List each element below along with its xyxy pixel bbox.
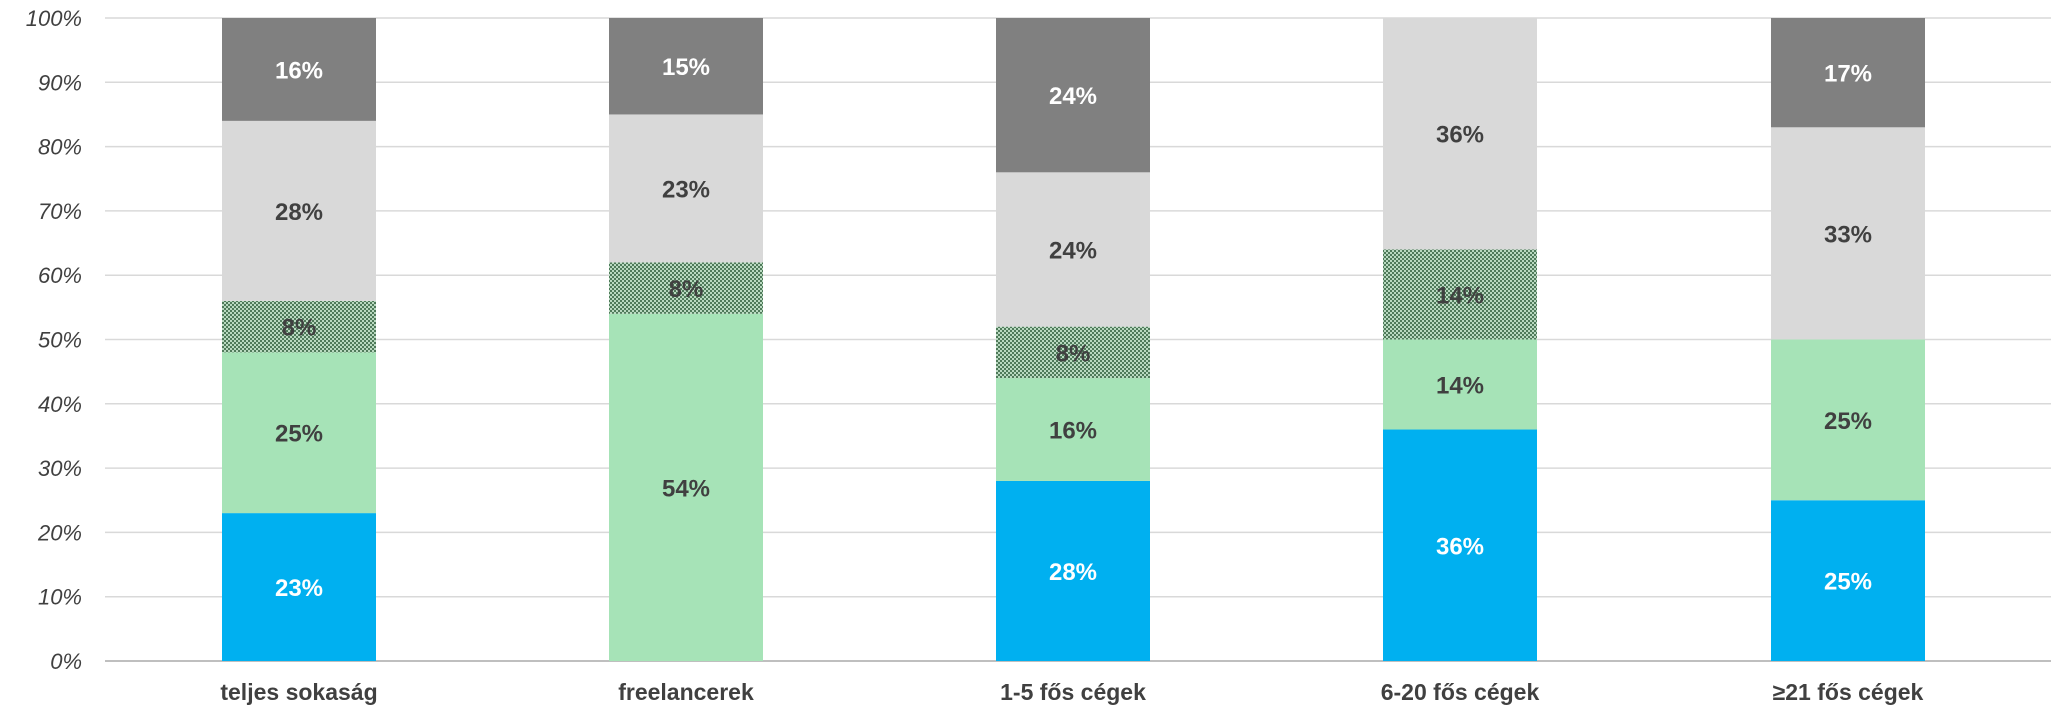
data-label: 28% <box>1049 559 1097 586</box>
data-label: 15% <box>662 54 710 81</box>
y-tick-label: 60% <box>38 263 82 288</box>
data-label: 8% <box>669 276 704 303</box>
data-label: 23% <box>662 176 710 203</box>
bar-segment <box>609 18 763 115</box>
bar-segment <box>1383 249 1537 340</box>
data-label: 33% <box>1824 221 1872 248</box>
x-tick-label: ≥21 fős cégek <box>1773 679 1924 705</box>
y-tick-label: 0% <box>50 649 82 674</box>
bar-segment <box>996 18 1150 173</box>
data-label: 36% <box>1436 533 1484 560</box>
bar-segment <box>996 480 1150 661</box>
data-label: 14% <box>1436 282 1484 309</box>
data-label: 24% <box>1049 83 1097 110</box>
bar-segment <box>996 326 1150 379</box>
x-tick-label: 6-20 fős cégek <box>1381 679 1540 705</box>
bar-segment <box>222 513 376 661</box>
data-label: 17% <box>1824 61 1872 88</box>
bar-segment <box>1771 500 1925 661</box>
data-label: 14% <box>1436 373 1484 400</box>
data-label: 54% <box>662 475 710 502</box>
bar-segment <box>222 18 376 121</box>
x-tick-label: 1-5 fős cégek <box>1000 679 1146 705</box>
bar-segment <box>1771 339 1925 501</box>
y-tick-label: 70% <box>38 199 82 224</box>
data-label: 36% <box>1436 122 1484 149</box>
y-tick-label: 80% <box>38 135 82 160</box>
data-label: 25% <box>275 421 323 448</box>
bar-segment <box>1383 429 1537 661</box>
y-tick-label: 50% <box>38 328 82 353</box>
data-label: 8% <box>1056 340 1091 367</box>
y-tick-label: 30% <box>38 456 82 481</box>
bar-segment <box>222 352 376 514</box>
data-labels: 23% 25% 8% 28% 16% 54% 8% 23% 15% 28% 16% 8% 24% 24% 3… <box>275 54 1872 602</box>
bar-segment <box>609 313 763 661</box>
data-label: 28% <box>275 199 323 226</box>
bar-segment <box>222 120 376 301</box>
y-tick-label: 20% <box>37 520 82 545</box>
y-axis: 0% 10% 20% 30% 40% 50% 60% 70% 80% 90% 100% <box>26 6 82 674</box>
y-tick-label: 40% <box>38 392 82 417</box>
data-label: 23% <box>275 575 323 602</box>
x-axis: teljes sokaság freelancerek 1-5 fős cégek 6… <box>220 679 1923 705</box>
y-tick-label: 10% <box>38 585 82 610</box>
data-label: 16% <box>275 57 323 84</box>
bar-segment <box>609 262 763 314</box>
data-label: 25% <box>1824 408 1872 435</box>
bar-segment <box>1383 18 1537 250</box>
data-label: 16% <box>1049 418 1097 445</box>
bar-segment <box>1771 127 1925 340</box>
bar-segment <box>1383 339 1537 430</box>
bar-segment <box>1771 18 1925 128</box>
y-tick-label: 90% <box>38 70 82 95</box>
bar-segment <box>222 300 376 353</box>
y-tick-label: 100% <box>26 6 82 31</box>
bar-segment <box>996 172 1150 327</box>
data-label: 8% <box>282 315 317 342</box>
x-tick-label: teljes sokaság <box>220 679 377 705</box>
data-label: 24% <box>1049 237 1097 264</box>
bar-segment <box>609 114 763 263</box>
x-tick-label: freelancerek <box>618 679 754 705</box>
data-label: 25% <box>1824 569 1872 596</box>
bars <box>222 18 1925 661</box>
bar-segment <box>996 378 1150 481</box>
